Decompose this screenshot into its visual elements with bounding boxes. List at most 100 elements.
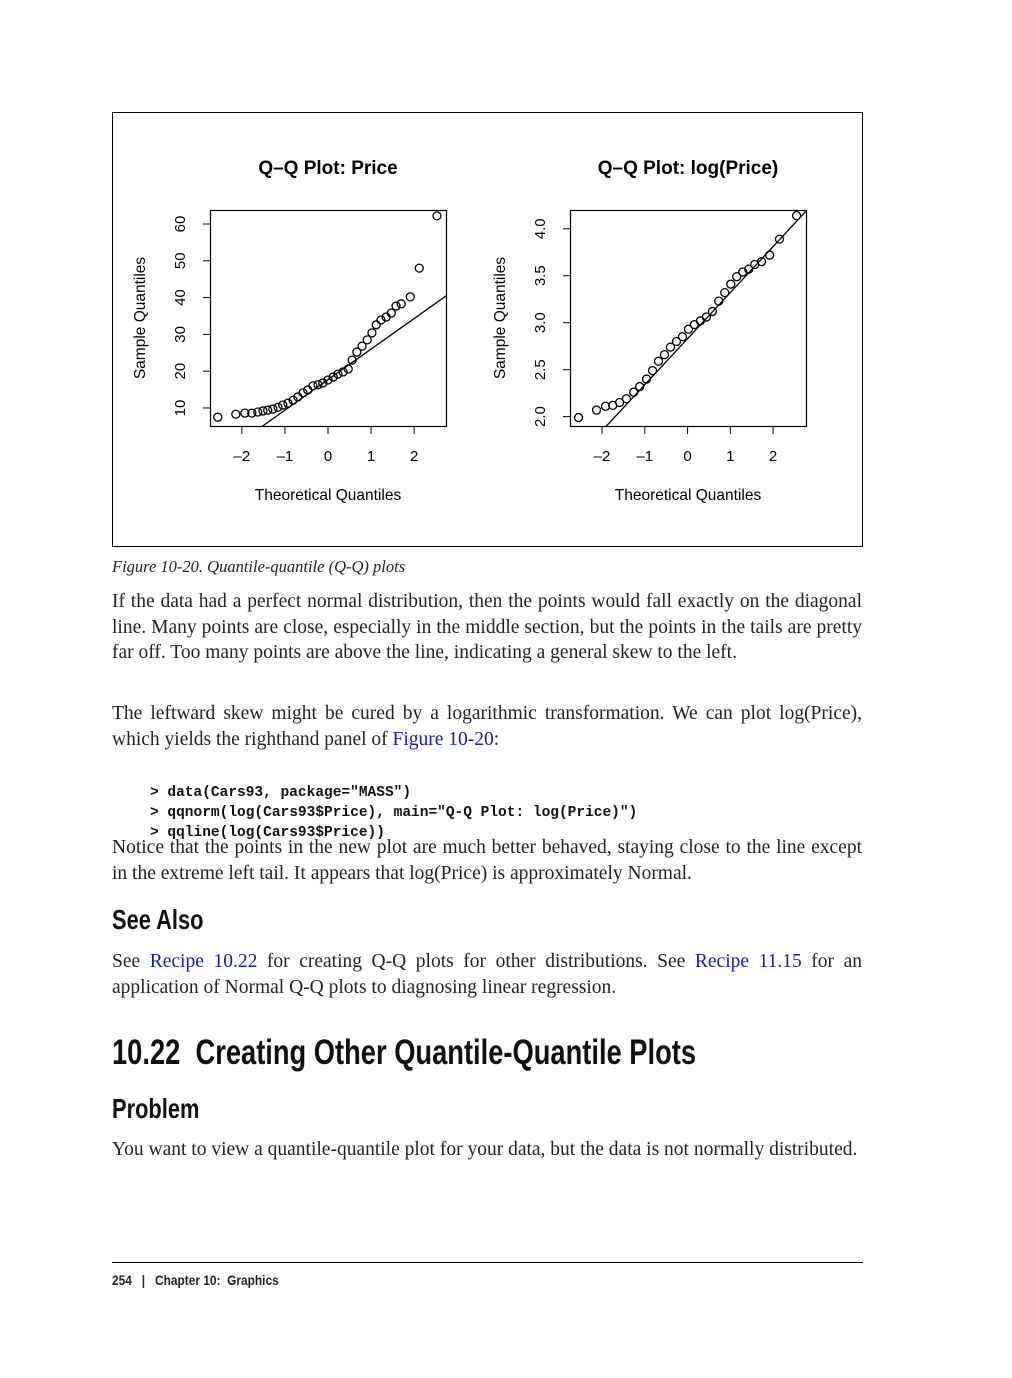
point [659,349,670,360]
y-tick-label: 40 [172,289,189,306]
point [573,412,584,423]
point [689,319,700,330]
paragraph: The leftward skew might be cured by a lo… [112,701,862,752]
point [268,404,278,414]
x-tick-label: 0 [324,448,332,465]
point [653,356,664,366]
point [247,408,257,418]
point [726,279,736,289]
y-axis-label: Sample Quantiles [492,257,509,380]
point [371,320,381,330]
point [714,296,724,306]
point [701,312,712,322]
footer: 254 | Chapter 10: Graphics [112,1272,279,1288]
x-tick-label: –2 [234,448,251,465]
point [738,267,748,277]
code-line: > qqline(log(Cars93$Price)) [150,825,385,841]
y-tick-label: 4.0 [532,218,549,239]
point [695,316,706,326]
code-block: > data(Cars93, package="MASS") > qqnorm(l… [150,763,637,863]
point [600,401,611,411]
point [647,365,658,376]
paragraph: If the data had a perfect normal distrib… [112,591,862,663]
plot-frame [569,209,808,428]
point [362,335,372,345]
code-line: > qqnorm(log(Cars93$Price), main="Q-Q Pl… [150,805,638,821]
y-tick-label: 3.5 [532,265,549,286]
point [386,308,396,318]
y-tick-label: 10 [172,400,189,417]
point [213,412,223,422]
qq-line [605,210,806,426]
point [621,394,632,404]
point [258,406,268,416]
point [665,342,676,352]
point [278,400,288,410]
point [308,381,318,391]
link[interactable]: Recipe 11.15 [694,951,802,972]
separator: | [141,1272,146,1288]
point [756,257,767,267]
text: for creating Q-Q plots for other distrib… [257,951,695,972]
y-tick-label: 50 [172,252,189,269]
footer-rule [112,1262,863,1263]
point [328,372,338,382]
paragraph: See Recipe 10.22 for creating Q-Q plots … [112,949,862,1000]
point [396,299,406,309]
code-line: > data(Cars93, package="MASS") [150,785,412,801]
point [774,234,785,244]
y-tick-label: 3.0 [532,312,549,333]
x-axis-label: Theoretical Quantiles [615,487,762,504]
point [591,405,602,415]
point [707,306,718,317]
chart-title: Q–Q Plot: Price [258,158,397,179]
page-number: 254 [112,1272,132,1288]
link[interactable]: Recipe 10.22 [149,951,258,972]
x-tick-label: –1 [636,448,653,465]
section-heading: 10.22 Creating Other Quantile-Quantile P… [112,1033,697,1072]
point [376,315,386,325]
point [298,388,308,398]
point [231,409,241,419]
x-tick-label: 0 [683,448,691,465]
plot-frame [209,209,448,428]
point [313,380,323,390]
y-tick-label: 2.5 [532,359,549,380]
point [367,328,377,338]
point [432,211,442,221]
qq-line [261,295,446,426]
point [791,210,802,221]
point [240,408,250,418]
point [347,355,357,365]
text: The leftward skew might be cured by a lo… [112,703,862,750]
link[interactable]: Figure 10-20 [392,728,494,750]
y-axis-label: Sample Quantiles [132,257,149,380]
x-axis-label: Theoretical Quantiles [255,487,402,504]
point [263,405,273,415]
point [744,264,754,274]
point [357,341,367,351]
x-tick-label: –1 [277,448,294,465]
point [765,250,775,260]
heading: Problem [112,1093,200,1124]
point [732,272,742,282]
point [405,292,415,302]
point [614,397,625,408]
x-tick-label: 1 [367,448,375,465]
y-tick-label: 30 [172,326,189,343]
point [720,287,730,298]
caption: Figure 10-20. Quantile-quantile (Q-Q) pl… [112,557,406,576]
point [683,324,694,334]
heading: See Also [112,904,204,935]
point [414,263,424,273]
point [333,369,343,379]
y-tick-label: 2.0 [532,406,549,427]
text: : [493,728,500,750]
text: for an application of Normal Q-Q plots t… [112,951,863,998]
y-tick-label: 60 [172,216,189,233]
point [629,387,639,397]
point [635,381,645,392]
y-tick-label: 20 [172,363,189,380]
point [253,407,263,417]
